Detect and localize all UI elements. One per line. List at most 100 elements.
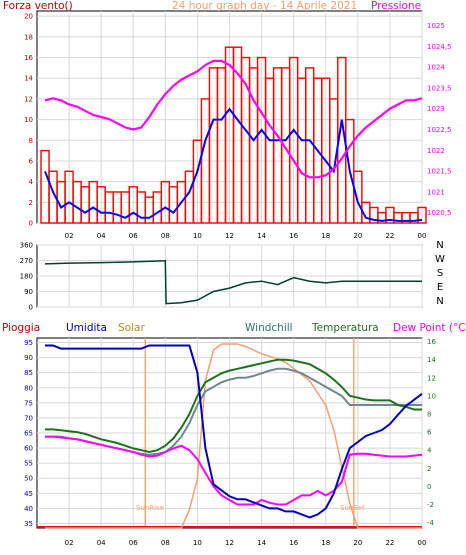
y-right-tick-label: 10 [427,392,436,400]
wind-gust-bar [417,206,427,224]
y-left-tick-label: 6 [29,157,34,165]
x-tick-label: 18 [321,539,330,547]
x-tick-label: 00 [418,232,427,240]
x-tick-label: 10 [193,539,202,547]
y-tick-label: 0 [29,304,33,312]
y-left-tick-label: 55 [24,460,33,468]
solar-line [45,343,422,529]
y-left-tick-label: 18 [24,33,33,41]
x-tick-label: 08 [161,539,170,547]
cardinal-label: E [437,282,443,293]
y-left-tick-label: 90 [24,354,33,362]
y-right-tick-label: 1021 [427,188,445,196]
x-tick-label: 08 [161,232,170,240]
y-right-tick-label: 6 [427,429,432,437]
x-tick-label: 14 [257,539,266,547]
x-tick-label: 04 [97,232,106,240]
y-tick-label: 180 [20,273,33,281]
y-left-tick-label: 4 [29,178,34,186]
y-right-tick-label: 16 [427,338,436,346]
y-left-tick-label: 12 [24,95,33,103]
x-tick-label: 12 [225,539,234,547]
wind-pressure-panel: 24 hour graph day - 14 Aprile 2021 Forza… [3,0,452,240]
wind-gust-bar [353,170,363,224]
x-tick-label: 16 [289,539,298,547]
y-right-tick-label: 1024,5 [427,43,452,51]
sunset-annotation: SunSet [340,504,365,512]
x-tick-label: 16 [289,232,298,240]
dew-point-line [45,435,423,506]
wind-average-line [44,107,423,222]
x-tick-label: 00 [418,539,427,547]
temperature-line [45,358,422,454]
y-right-tick-label: 8 [427,411,431,419]
y-left-tick-label: 95 [24,339,33,347]
y-right-tick-label: 1021,5 [427,168,452,176]
y-left-tick-label: 2 [29,199,33,207]
dew-point-label: Dew Point (°C) [393,322,466,334]
y-left-tick-label: 85 [24,369,33,377]
y-right-tick-label: 14 [427,356,436,364]
y-right-tick-label: -2 [427,501,434,509]
y-left-tick-label: 65 [24,430,33,438]
y-left-tick-label: 60 [24,445,33,453]
humidity-line [45,344,423,519]
y-left-tick-label: 10 [24,116,33,124]
humidity-temperature-panel: 02 0 4 06 08 10 12 14 16 18 20 22 00 35 40 45 50 55 60 65 70… [2,322,466,547]
y-right-tick-label: 12 [427,374,436,382]
y-left-tick-label: 75 [24,399,33,407]
y-left-tick-label: 14 [24,75,33,83]
x-tick-label: 14 [257,232,266,240]
y-right-tick-label: 1023 [427,105,445,113]
y-tick-label: 270 [20,257,33,265]
y-left-tick-label: 8 [29,137,33,145]
x-tick-label: 10 [193,232,202,240]
x-tick-label: 12 [225,232,234,240]
windchill-label: Windchill [245,322,293,334]
rain-label: Pioggia [2,322,40,334]
y-left-tick-label: 50 [24,475,33,483]
pressure-line [44,59,423,179]
pressure-label: Pressione [371,0,421,12]
x-tick-label: 18 [321,232,330,240]
y-left-tick-label: 40 [24,505,33,513]
y-left-tick-label: 35 [24,520,33,528]
y-left-tick-label: 45 [24,490,33,498]
y-right-tick-label: 1024 [427,64,445,72]
y-left-tick-label: 80 [24,384,33,392]
y-right-tick-label: 1025 [427,22,445,30]
x-tick-label: 22 [385,539,394,547]
y-right-tick-label: 4 [427,447,432,455]
x-tick-label: 06 [129,232,138,240]
wind-direction-line [44,260,422,305]
x-tick-label: 02 [65,232,74,240]
y-left-tick-label: 70 [24,414,33,422]
temperature-label: Temperatura [311,322,379,334]
cardinal-label: W [435,254,445,265]
y-right-tick-label: 1020,5 [427,209,452,217]
y-left-tick-label: 16 [24,54,33,62]
y-left-tick-label: 0 [29,220,33,228]
y-right-tick-label: 1023,5 [427,84,452,92]
cardinal-label: S [437,268,443,279]
humidity-label: Umidita [66,322,107,334]
wind-force-label: Forza vento() [3,0,73,12]
y-tick-label: 360 [20,242,33,250]
y-right-tick-label: 1022 [427,147,445,155]
x-tick-label: 20 [353,539,362,547]
x-tick-label: 06 [129,539,138,547]
y-right-tick-label: 0 [427,483,431,491]
y-right-tick-label: 1022,5 [427,126,452,134]
chart-title: 24 hour graph day - 14 Aprile 2021 [172,0,357,12]
x-tick-label: 22 [385,232,394,240]
solar-label: Solar [118,322,145,334]
y-right-tick-label: -4 [427,519,435,527]
y-right-tick-label: 2 [427,465,431,473]
y-tick-label: 90 [24,288,33,296]
sunrise-annotation: SunRise [136,504,164,512]
cardinal-label: N [436,240,443,251]
x-tick-label: 02 [65,539,74,547]
x-tick-label: 20 [353,232,362,240]
cardinal-label: N [436,296,443,307]
